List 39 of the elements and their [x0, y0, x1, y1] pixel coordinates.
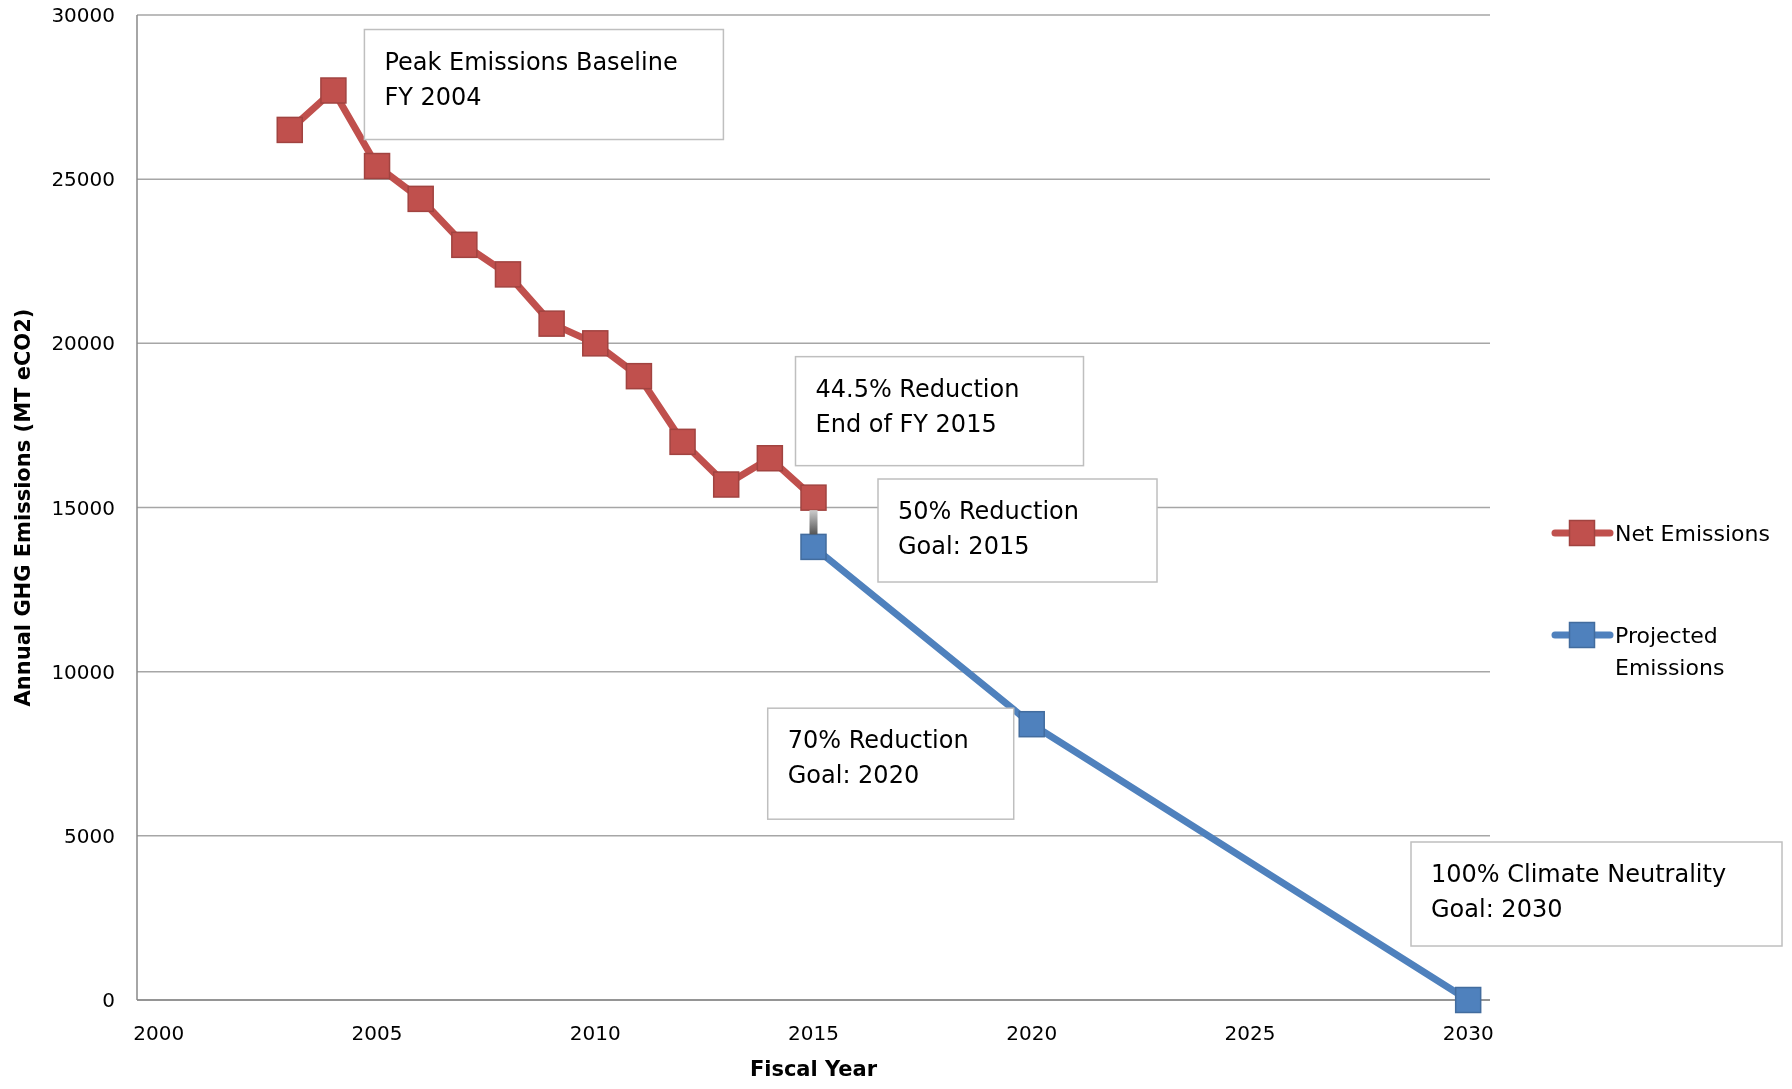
x-tick-label: 2010 — [569, 1021, 621, 1045]
y-tick-label: 30000 — [51, 3, 115, 27]
point — [800, 533, 827, 561]
y-tick-label: 5000 — [64, 823, 115, 848]
point — [363, 152, 391, 180]
point — [625, 362, 653, 390]
legend-label: Projected Emissions — [1615, 622, 1725, 680]
y-tick-label: 10000 — [51, 659, 115, 684]
y-tick-label: 20000 — [51, 331, 115, 356]
annotation: Peak Emissions Baseline FY 2004 — [384, 47, 678, 111]
point — [669, 428, 696, 456]
x-tick-label: 2025 — [1224, 1021, 1276, 1045]
point — [320, 77, 347, 104]
point — [712, 471, 740, 498]
x-tick-label: 2005 — [351, 1021, 403, 1045]
x-axis-title: Fiscal Year — [749, 1057, 878, 1081]
point — [800, 484, 827, 511]
annotation: 100% Climate Neutrality Goal: 2030 — [1431, 860, 1727, 923]
point — [582, 330, 609, 357]
y-tick-label: 25000 — [51, 167, 115, 192]
x-tick-label: 2030 — [1442, 1021, 1494, 1045]
point — [756, 445, 784, 472]
y-axis-title: Annual GHG Emissions (MT eCO2) — [11, 308, 35, 707]
y-tick-label: 0 — [102, 988, 115, 1012]
x-tick-label: 2020 — [1006, 1021, 1058, 1045]
point — [538, 310, 565, 337]
point — [407, 185, 434, 213]
point — [276, 116, 304, 144]
point — [1018, 710, 1045, 738]
annotation: 70% Reduction Goal: 2020 — [787, 726, 969, 790]
point — [451, 231, 478, 259]
annotation: 50% Reduction Goal: 2015 — [898, 497, 1079, 560]
y-tick-label: 15000 — [51, 495, 115, 520]
x-tick-label: 2015 — [788, 1021, 839, 1045]
point — [1454, 986, 1482, 1014]
legend-label: Net Emissions — [1615, 520, 1770, 546]
annotation: 44.5% Reduction End of FY 2015 — [815, 374, 1020, 438]
point — [494, 261, 522, 288]
x-tick-label: 2000 — [133, 1021, 185, 1045]
